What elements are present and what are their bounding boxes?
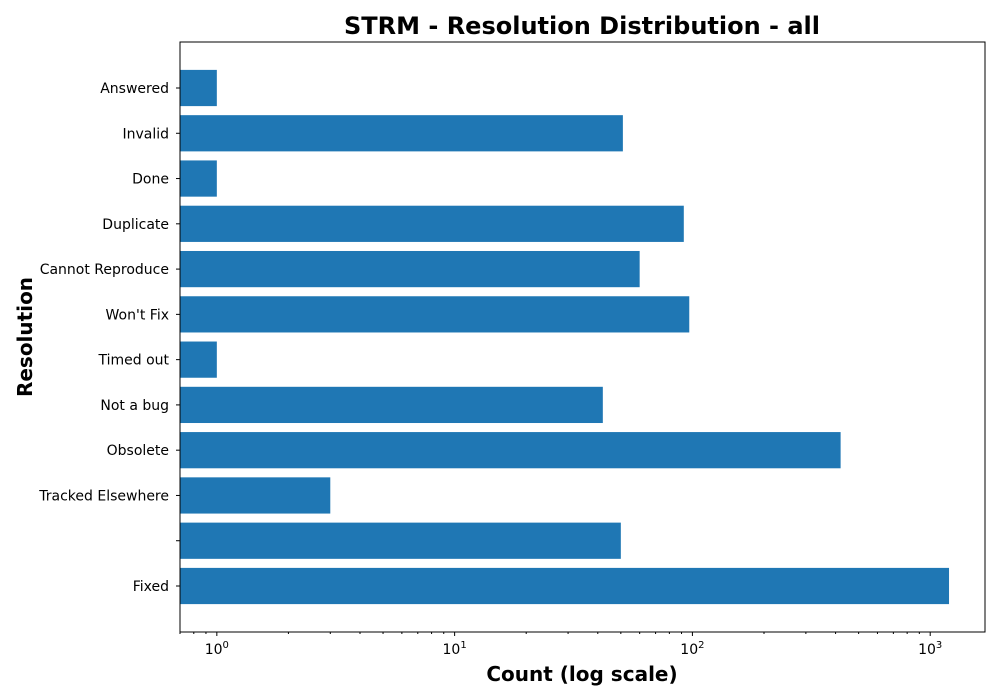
y-tick-label: Done <box>132 172 169 188</box>
y-tick-label: Tracked Elsewhere <box>38 488 169 504</box>
bars-layer <box>180 69 950 605</box>
bar <box>180 250 640 288</box>
y-tick-label: Fixed <box>133 579 169 595</box>
y-tick-label: Not a bug <box>100 398 169 414</box>
x-tick-label: 100 <box>205 640 229 658</box>
plot-frame <box>179 41 986 633</box>
bar <box>180 477 331 514</box>
chart-title: STRM - Resolution Distribution - all <box>344 12 820 40</box>
bar <box>180 341 217 378</box>
y-axis-label: Resolution <box>13 277 37 397</box>
y-axis: Fixed Tracked Elsewhere Obsolete Not a bug T… <box>38 81 180 595</box>
y-tick-label: Answered <box>100 81 169 97</box>
x-tick-label: 103 <box>918 640 942 658</box>
bar <box>180 69 217 107</box>
y-tick-label: Cannot Reproduce <box>40 262 169 278</box>
bar <box>180 432 841 469</box>
bar <box>180 205 684 242</box>
bar <box>180 386 603 424</box>
y-tick-label: Obsolete <box>107 443 169 459</box>
bar <box>180 160 217 197</box>
x-axis-label: Count (log scale) <box>486 662 677 686</box>
y-tick-label: Timed out <box>97 353 169 369</box>
bar <box>180 522 621 559</box>
x-axis: 100 101 102 103 <box>179 632 942 658</box>
bar <box>180 296 690 333</box>
y-tick-label: Invalid <box>122 126 169 142</box>
bar <box>180 115 623 152</box>
y-tick-label: Won't Fix <box>106 307 169 323</box>
bar <box>180 567 950 605</box>
y-tick-label: Duplicate <box>102 217 169 233</box>
x-tick-label: 102 <box>680 640 704 658</box>
x-tick-label: 101 <box>443 640 467 658</box>
